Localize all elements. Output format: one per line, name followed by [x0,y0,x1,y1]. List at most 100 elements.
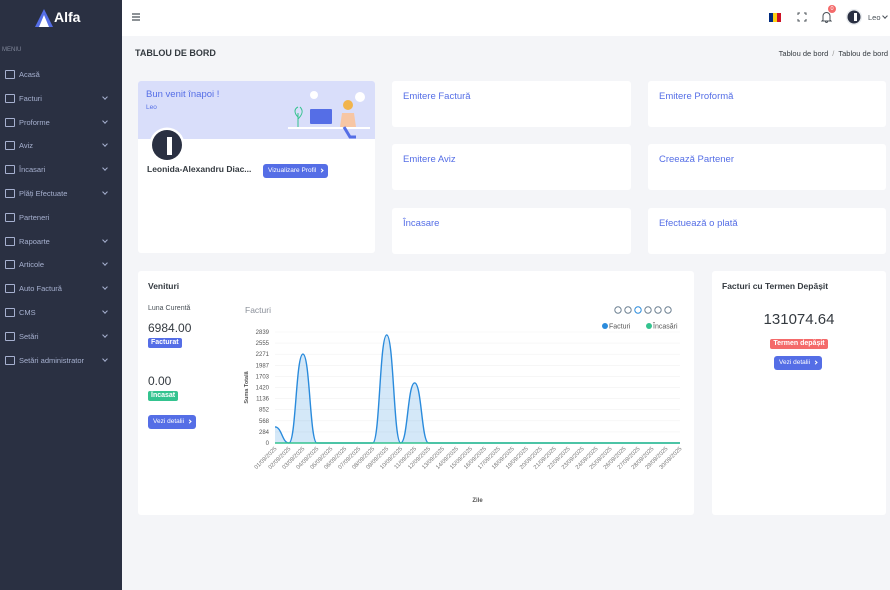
x-axis-title: Zile [472,498,483,504]
menu-icon [5,117,15,127]
menu-item[interactable]: Setări administrator [19,355,85,365]
fullscreen[interactable] [797,12,807,22]
notification-badge: 0 [828,5,836,13]
revenue-button[interactable]: Vezi detalii [148,415,197,429]
breadcrumb-item: Tablou de bord [838,49,888,58]
menu-item[interactable]: Parteneri [19,212,50,222]
menu-item[interactable]: Articole [19,260,45,270]
avatar[interactable] [846,9,862,25]
legend-label[interactable]: Facturi [609,324,631,331]
menu-item[interactable]: CMS [19,308,36,317]
menu-icon [5,70,15,79]
y-tick-label: 1420 [256,385,270,391]
menu-chevron [102,165,108,172]
menu-chevron [102,260,108,267]
y-tick-label: 2839 [256,330,270,336]
y-axis-title: Suma Totală [244,370,250,403]
toolbar-button[interactable] [654,306,662,314]
overdue-badge-wrap: Termen depășit [712,332,886,350]
invoiced-amount: 6984.00 [148,321,192,335]
sidebar: Alfa MENIU Acasă Facturi Proforme Aviz Încas… [0,0,122,590]
y-tick-label: 852 [259,408,270,414]
menu-item[interactable]: Aviz [19,141,34,151]
menu-icon [5,355,15,365]
action-title: Emitere Aviz [403,154,456,165]
welcome-user: Leo [146,104,157,111]
collected-amount: 0.00 [148,374,172,388]
breadcrumb-separator: / [832,49,835,58]
menu-item[interactable]: Rapoarte [19,236,50,246]
profile-name: Leonida-Alexandru Diac... [147,164,252,174]
action-title: Creează Partener [659,154,734,165]
profile-button[interactable]: Vizualizare Profil [263,164,329,178]
logo-icon [35,9,53,27]
overdue-amount: 131074.64 [763,311,835,328]
y-tick-label: 568 [259,419,270,425]
menu-chevron [102,308,108,314]
menu-icon [5,284,15,294]
menu-icon [5,212,15,222]
revenue-period: Luna Curentă [148,305,191,312]
menu-icon [5,236,15,246]
menu-icon [5,189,15,198]
area-fill [275,334,680,443]
menu-item[interactable]: Proforme [19,117,50,127]
y-tick-label: 2271 [256,352,270,358]
menu-icon [5,141,15,151]
topbar: 0 Leo [122,0,890,36]
legend-marker [646,323,652,329]
breadcrumb-item[interactable]: Tablou de bord [778,49,829,58]
menu-item[interactable]: Plăți Efectuate [19,189,68,198]
toolbar-button[interactable] [634,306,642,314]
overdue-card: Facturi cu Termen Depășit 131074.64 Term… [712,271,886,515]
breadcrumb: Tablou de bord / Tablou de bord [779,49,888,58]
legend-label[interactable]: Încasări [652,322,678,331]
y-tick-label: 284 [259,430,270,436]
chart-toolbar [614,306,672,314]
bell[interactable] [821,11,832,23]
flag[interactable] [769,13,781,22]
user-name[interactable]: Leo [868,13,881,22]
area-line [274,334,680,444]
toolbar-button[interactable] [644,306,652,314]
illustration [288,91,370,139]
menu-item[interactable]: Auto Factură [19,284,62,294]
menu-icon [5,165,15,175]
collected-badge: Încasat [148,391,179,401]
action-title: Emitere Proformă [659,91,734,102]
menu-chevron [102,236,108,243]
menu-item[interactable]: Facturi [19,93,42,103]
invoiced-badge: Facturat [148,338,182,348]
action-title: Efectuează o plată [659,218,738,229]
menu-chevron [102,331,108,338]
revenue-card: Venituri Luna Curentă 6984.00 Facturat 0… [138,271,694,515]
menu-item[interactable]: Încasari [19,165,46,175]
legend-marker [602,323,608,329]
y-tick-label: 2555 [256,341,270,347]
action-card[interactable]: Emitere Factură [392,81,631,127]
toolbar-button[interactable] [664,306,672,314]
overdue-title: Facturi cu Termen Depășit [722,281,829,291]
menu-icon [5,260,15,270]
menu-chevron [102,117,108,124]
menu-item[interactable]: Acasă [19,70,40,79]
action-title: Încasare [403,218,440,229]
menu-item[interactable]: Setări [19,331,39,341]
toolbar-button[interactable] [624,306,632,314]
action-title: Emitere Factură [403,91,471,102]
toolbar-button[interactable] [614,306,622,314]
menu-toggle[interactable] [131,12,141,22]
menu-chevron [102,189,108,195]
menu-icon [5,331,15,341]
page-title: TABLOU DE BORD [135,48,216,58]
action-card[interactable]: Încasare [392,208,631,254]
y-tick-label: 1136 [256,397,270,403]
logo: Alfa [54,9,81,25]
action-card[interactable]: Emitere Proformă [648,81,886,127]
action-card[interactable]: Creează Partener [648,144,886,190]
action-card[interactable]: Efectuează o plată [648,208,886,254]
overdue-button[interactable]: Vezi detalii [774,356,823,370]
action-card[interactable]: Emitere Aviz [392,144,631,190]
